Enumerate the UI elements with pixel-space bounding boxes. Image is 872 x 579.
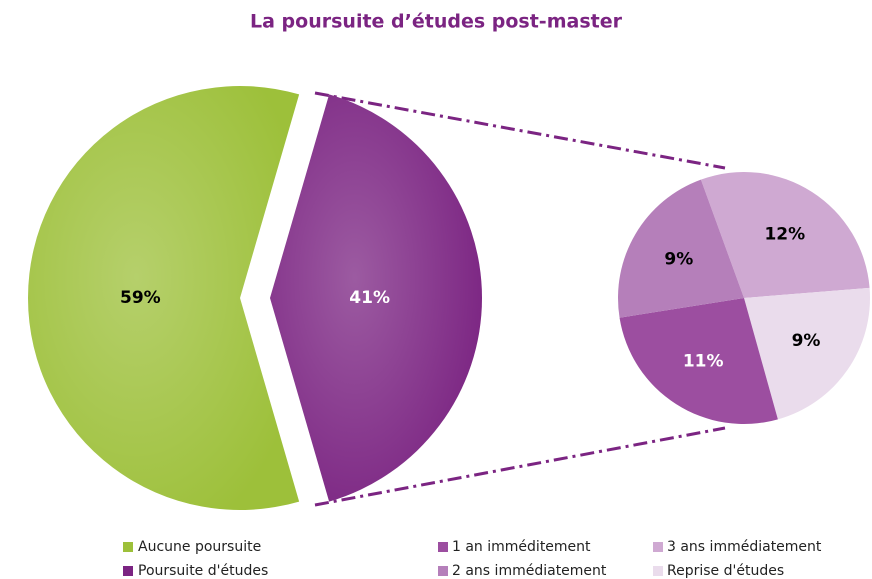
legend-label: Poursuite d'études: [138, 563, 268, 579]
legend-swatch: [123, 566, 133, 576]
legend-label: Reprise d'études: [667, 563, 784, 579]
slice-shine: [28, 85, 300, 511]
legend-swatch: [123, 542, 133, 552]
data-label: 9%: [792, 331, 821, 351]
legend-label: 2 ans immédiatement: [452, 563, 607, 579]
data-label: 59%: [120, 288, 161, 308]
sub-pie-slice: [618, 179, 744, 318]
legend-label: 1 an imméditement: [452, 539, 591, 555]
legend-swatch: [438, 542, 448, 552]
sub-pie-slice: [744, 287, 870, 420]
slice-shine: [270, 94, 483, 502]
legend-label: 3 ans immédiatement: [667, 539, 822, 555]
data-label: 12%: [764, 224, 805, 244]
data-label: 41%: [349, 288, 390, 308]
chart-title: La poursuite d’études post-master: [250, 11, 623, 33]
sub-pie-slice: [619, 298, 778, 424]
legend-swatch: [653, 542, 663, 552]
data-label: 11%: [683, 352, 724, 372]
connector-line: [314, 91, 726, 170]
legend-swatch: [438, 566, 448, 576]
legend-swatch: [653, 566, 663, 576]
data-label: 9%: [664, 250, 693, 270]
sub-pie-slice: [700, 171, 870, 298]
legend-label: Aucune poursuite: [138, 539, 261, 555]
connector-line: [314, 426, 726, 507]
